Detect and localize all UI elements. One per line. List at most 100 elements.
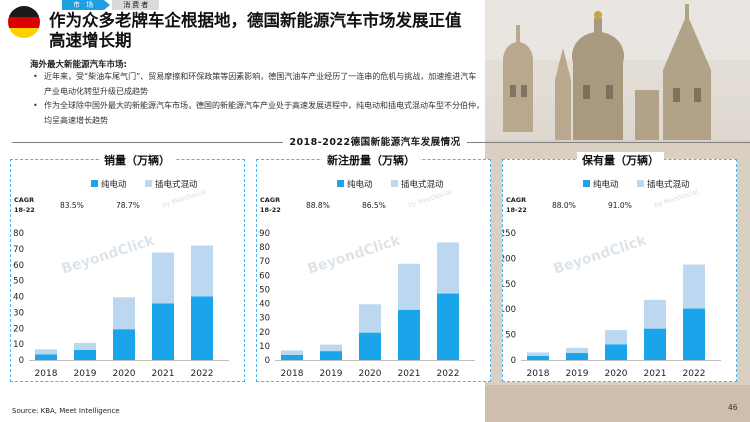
x-tick-label: 2021: [398, 369, 421, 379]
y-tick-label: 50: [13, 277, 24, 287]
watermark-text: BeyondClick: [552, 232, 649, 277]
bar-bev: [74, 349, 96, 360]
bar-phev: [527, 352, 549, 356]
legend-label: 插电式混动: [647, 179, 690, 190]
page-title: 作为众多老牌车企根据地，德国新能源汽车市场发展正值高速增长期: [49, 11, 462, 50]
cagr-period: 18-22: [260, 206, 281, 214]
overview-bullet: 近年来，受“柴油车尾气门”、贸易摩擦和环保政策等因素影响，德国汽油车产业经历了一…: [33, 70, 484, 99]
bar-bev: [281, 354, 303, 360]
bar-phev: [566, 347, 588, 354]
bar-phev: [605, 330, 627, 345]
x-tick-label: 2020: [605, 369, 628, 379]
watermark-text: BeyondClick: [60, 232, 157, 277]
x-tick-label: 2018: [281, 369, 304, 379]
legend-label: 纯电动: [347, 179, 373, 190]
bar-phev: [437, 242, 459, 294]
slide-tabs: 市 场 消费者: [62, 0, 160, 10]
y-tick-label: 0: [19, 356, 24, 366]
cagr-value: 86.5%: [362, 201, 386, 210]
tab-market[interactable]: 市 场: [62, 0, 111, 10]
x-tick-label: 2020: [359, 369, 382, 379]
bar-bev: [398, 309, 420, 360]
cagr-value: 91.0%: [608, 201, 632, 210]
legend-swatch: [91, 180, 98, 187]
y-tick-label: 20: [13, 324, 24, 334]
x-tick-label: 2019: [74, 369, 97, 379]
cagr-period: 18-22: [14, 206, 35, 214]
bar-phev: [359, 304, 381, 333]
legend-swatch: [337, 180, 344, 187]
overview-heading: 海外最大新能源汽车市场:: [30, 60, 127, 70]
legend-label: 插电式混动: [155, 179, 198, 190]
y-tick-label: 0: [265, 356, 270, 366]
y-tick-label: 90: [259, 229, 270, 239]
y-tick-label: 50: [505, 331, 516, 341]
bar-phev: [35, 349, 57, 355]
section-title: 2018-2022德国新能源汽车发展情况: [0, 134, 750, 148]
watermark-subtext: by MeetSocial: [653, 188, 699, 210]
fleet-chart-panel: BeyondClick by MeetSocial 纯电动 插电式混动 CAGR 18-2…: [502, 159, 737, 382]
cagr-value: 78.7%: [116, 201, 140, 210]
y-tick-label: 250: [503, 229, 516, 239]
legend-label: 纯电动: [101, 179, 127, 190]
watermark-subtext: by MeetSocial: [161, 188, 207, 210]
x-tick-label: 2020: [113, 369, 136, 379]
cagr-value: 88.8%: [306, 201, 330, 210]
y-tick-label: 150: [503, 280, 516, 290]
y-tick-label: 200: [503, 254, 516, 264]
bar-bev: [644, 328, 666, 360]
y-tick-label: 100: [503, 305, 516, 315]
y-tick-label: 40: [259, 300, 270, 310]
x-tick-label: 2021: [644, 369, 667, 379]
x-tick-label: 2018: [35, 369, 58, 379]
bar-bev: [359, 332, 381, 360]
x-tick-label: 2019: [566, 369, 589, 379]
germany-flag-icon: [8, 6, 40, 38]
cagr-label: CAGR: [506, 196, 526, 204]
cagr-period: 18-22: [506, 206, 527, 214]
y-tick-label: 30: [259, 314, 270, 324]
y-tick-label: 30: [13, 308, 24, 318]
watermark-subtext: by MeetSocial: [407, 188, 453, 210]
legend-label: 纯电动: [593, 179, 619, 190]
overview-bullets: 近年来，受“柴油车尾气门”、贸易摩擦和环保政策等因素影响，德国汽油车产业经历了一…: [33, 70, 484, 128]
tab-consumer[interactable]: 消费者: [112, 0, 160, 10]
x-tick-label: 2019: [320, 369, 343, 379]
y-tick-label: 40: [13, 293, 24, 303]
bar-phev: [113, 297, 135, 330]
legend-label: 插电式混动: [401, 179, 444, 190]
legend-swatch: [583, 180, 590, 187]
bar-bev: [320, 351, 342, 360]
x-tick-label: 2022: [683, 369, 706, 379]
x-tick-label: 2021: [152, 369, 175, 379]
watermark-text: BeyondClick: [306, 232, 403, 277]
y-tick-label: 80: [13, 229, 24, 239]
source-note: Source: KBA, Meet Intelligence: [12, 407, 120, 415]
cagr-value: 88.0%: [552, 201, 576, 210]
fleet-chart-title: 保有量（万辆）: [577, 152, 664, 168]
legend-swatch: [145, 180, 152, 187]
x-tick-label: 2022: [437, 369, 460, 379]
cagr-value: 83.5%: [60, 201, 84, 210]
y-tick-label: 60: [259, 271, 270, 281]
bar-phev: [281, 350, 303, 355]
y-tick-label: 70: [259, 257, 270, 267]
legend-swatch: [637, 180, 644, 187]
y-tick-label: 0: [511, 356, 516, 366]
overview-bullet: 作为全球除中国外最大的新能源汽车市场，德国的新能源汽车产业处于高速发展进程中，纯…: [33, 99, 484, 128]
y-tick-label: 60: [13, 261, 24, 271]
bar-bev: [113, 329, 135, 360]
bar-phev: [683, 264, 705, 309]
bar-phev: [644, 299, 666, 329]
bar-phev: [74, 342, 96, 350]
section-title-text: 2018-2022德国新能源汽车发展情况: [283, 137, 467, 148]
sales-chart-panel: BeyondClick by MeetSocial 纯电动 插电式混动 CAGR 18-2…: [10, 159, 245, 382]
bar-bev: [527, 355, 549, 360]
y-tick-label: 80: [259, 243, 270, 253]
bar-phev: [320, 344, 342, 352]
bar-phev: [191, 245, 213, 297]
y-tick-label: 70: [13, 245, 24, 255]
